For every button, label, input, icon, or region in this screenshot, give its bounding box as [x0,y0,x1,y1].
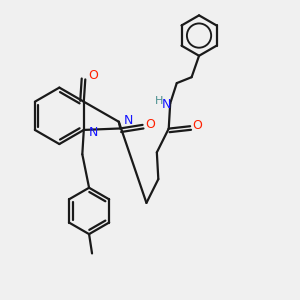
Text: N: N [162,98,171,111]
Text: H: H [155,96,163,106]
Text: N: N [124,114,133,127]
Text: O: O [88,69,98,82]
Text: O: O [145,118,155,131]
Text: O: O [193,119,202,132]
Text: N: N [88,126,98,139]
